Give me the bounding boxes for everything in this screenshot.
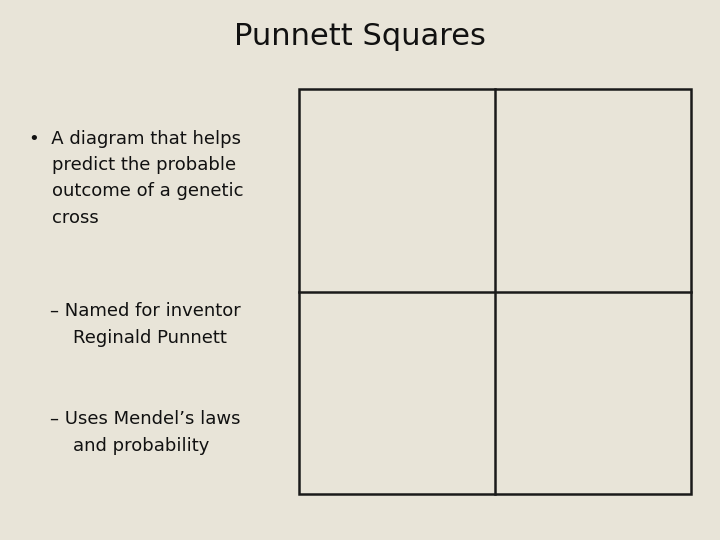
Text: – Named for inventor
    Reginald Punnett: – Named for inventor Reginald Punnett	[50, 302, 241, 347]
Bar	[299, 89, 691, 494]
Text: – Uses Mendel’s laws
    and probability: – Uses Mendel’s laws and probability	[50, 410, 241, 455]
Text: •  A diagram that helps
    predict the probable
    outcome of a genetic
    cr: • A diagram that helps predict the proba…	[29, 130, 243, 227]
Text: Punnett Squares: Punnett Squares	[234, 22, 486, 51]
